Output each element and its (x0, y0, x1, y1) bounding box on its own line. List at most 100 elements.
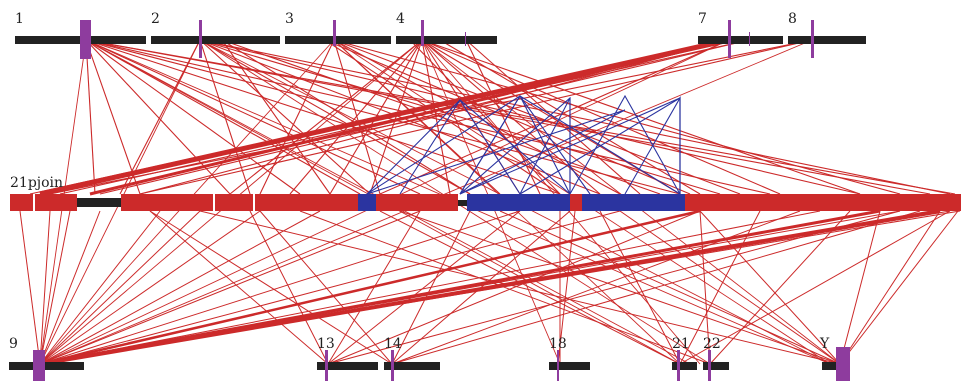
red-link-bottom-10 (39, 210, 621, 365)
contig-blue-block-1 (358, 194, 376, 211)
contig-blue-block-3 (582, 194, 685, 211)
blue-link-2 (399, 99, 571, 195)
chromosome-Y-bar (822, 362, 842, 370)
red-link-top-16 (199, 39, 721, 195)
red-link-bottom-29 (391, 210, 921, 365)
chromosome-8-centromere (811, 20, 814, 58)
chromosome-label-9: 9 (9, 336, 18, 352)
red-link-thick-9b (39, 209, 881, 366)
red-link-thick-7b (89, 38, 730, 196)
blue-link-5 (459, 96, 571, 195)
red-link-bottom-2 (39, 210, 71, 365)
red-link-top-12 (199, 39, 251, 195)
blue-link-9 (459, 95, 591, 195)
contig-dark-gap (458, 200, 468, 206)
red-link-top-45 (139, 39, 730, 195)
chromosome-18-centromere (557, 350, 559, 381)
red-link-bottom-36 (299, 210, 711, 365)
contig-segment-3 (121, 194, 213, 211)
contig-segment-7 (570, 194, 582, 211)
chromosome-4-bar (396, 36, 497, 44)
chromosome-label-7: 7 (698, 11, 707, 27)
red-link-bottom-42 (619, 210, 841, 365)
red-link-bottom-24 (149, 210, 393, 365)
red-link-bottom-45 (839, 210, 941, 365)
red-link-bottom-7 (39, 210, 321, 365)
red-link-top-27 (333, 39, 901, 195)
red-link-bottom-6 (39, 210, 261, 365)
red-link-top-1 (85, 39, 141, 195)
red-link-top-11 (119, 39, 201, 195)
red-link-bottom-1 (39, 210, 51, 365)
chromosome-label-8: 8 (788, 11, 797, 27)
red-link-bottom-41 (499, 210, 841, 365)
red-link-bottom-26 (391, 210, 471, 365)
red-link-top-49 (49, 39, 813, 195)
red-link-bottom-8 (39, 210, 421, 365)
red-link-bottom-9 (39, 210, 521, 365)
red-link-top-40 (409, 39, 561, 195)
chromosome-14-bar (384, 362, 440, 370)
red-link-top-13 (199, 39, 371, 195)
chromosome-7-minor-mark (749, 32, 750, 46)
contig-dark-segment (72, 198, 122, 207)
red-links (19, 37, 961, 366)
contig-label: 21pjoin (10, 175, 63, 191)
red-link-bottom-39 (199, 210, 841, 365)
red-link-top-50 (139, 39, 813, 195)
red-link-bottom-33 (599, 210, 681, 365)
chromosome-9-centromere (33, 350, 45, 381)
chromosome-label-3: 3 (285, 11, 294, 27)
red-link-bottom-0 (19, 210, 41, 365)
red-link-top-20 (221, 39, 471, 195)
chromosome-label-2: 2 (151, 11, 160, 27)
red-link-top-23 (333, 39, 381, 195)
red-link-bottom-21 (327, 210, 521, 365)
red-link-thick-9a (39, 209, 941, 366)
red-link-top-43 (465, 39, 541, 195)
red-link-bottom-30 (557, 210, 576, 365)
red-link-top-5 (85, 39, 421, 195)
chromosome-1-centromere (80, 20, 91, 59)
chromosome-label-22: 22 (703, 336, 721, 352)
chromosome-label-21: 21 (672, 336, 690, 352)
contig-blue-block-2 (467, 194, 570, 211)
chromosome-22-centromere (708, 350, 711, 381)
contig-segment-8 (685, 194, 961, 211)
bottom-chromosomes (9, 347, 850, 381)
chromosome-label-Y: Y (819, 336, 830, 352)
red-link-bottom-18 (149, 210, 329, 365)
red-link-top-33 (369, 39, 423, 195)
chromosome-7-bar (698, 36, 783, 44)
red-link-bottom-32 (379, 210, 681, 365)
contig-segment-1 (10, 194, 33, 211)
chromosome-label-14: 14 (384, 336, 402, 352)
chromosome-8-bar (788, 36, 866, 44)
chromosome-13-centromere (325, 350, 328, 381)
red-link-top-26 (333, 39, 741, 195)
red-link-bottom-35 (679, 210, 951, 365)
red-link-bottom-4 (39, 210, 161, 365)
chromosome-21-bar (672, 362, 697, 370)
red-link-thick-9c (39, 209, 701, 366)
red-link-top-18 (199, 39, 951, 195)
contig-segment-6 (376, 194, 458, 211)
red-link-thick-7 (39, 37, 730, 197)
red-link-bottom-43 (699, 210, 841, 365)
chromosome-label-4: 4 (396, 11, 405, 27)
labels: 1 2 3 4 7 8 21pjoin 9 13 14 18 21 22 Y (9, 11, 830, 352)
middle-contig (10, 194, 961, 211)
red-link-bottom-22 (327, 210, 701, 365)
red-link-bottom-5 (39, 210, 201, 365)
red-link-bottom-12 (39, 210, 821, 365)
red-link-bottom-19 (249, 210, 329, 365)
chromosome-14-centromere (391, 350, 394, 381)
chromosome-4-centromere (421, 20, 424, 46)
chromosome-3-centromere (333, 20, 336, 46)
red-link-top-14 (199, 39, 471, 195)
blue-link-11 (366, 109, 626, 195)
chromosome-18-bar (549, 362, 590, 370)
chromosome-21-centromere (677, 350, 680, 381)
chromosome-7-centromere (728, 20, 731, 58)
